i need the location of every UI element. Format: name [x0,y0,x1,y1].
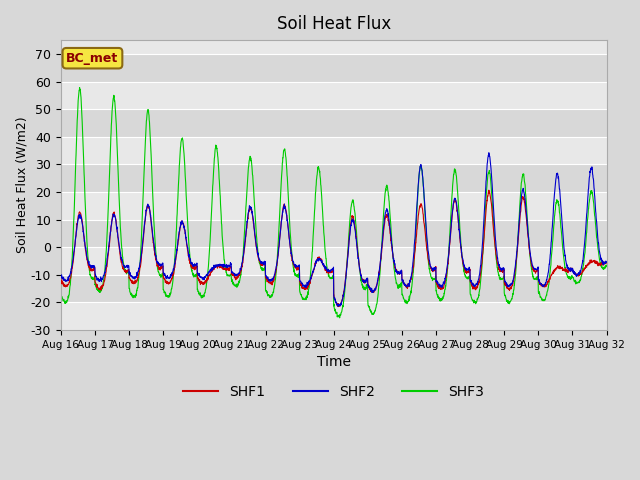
Bar [61,82,607,109]
Bar [61,164,607,192]
Bar [61,302,607,330]
Bar [61,109,607,137]
Bar [61,275,607,302]
Bar [61,192,607,220]
Y-axis label: Soil Heat Flux (W/m2): Soil Heat Flux (W/m2) [15,117,28,253]
X-axis label: Time: Time [317,355,351,369]
Legend: SHF1, SHF2, SHF3: SHF1, SHF2, SHF3 [178,379,490,404]
Bar [61,247,607,275]
Bar [61,54,607,82]
Bar [61,220,607,247]
Text: BC_met: BC_met [67,52,118,65]
Title: Soil Heat Flux: Soil Heat Flux [276,15,391,33]
Bar [61,137,607,164]
